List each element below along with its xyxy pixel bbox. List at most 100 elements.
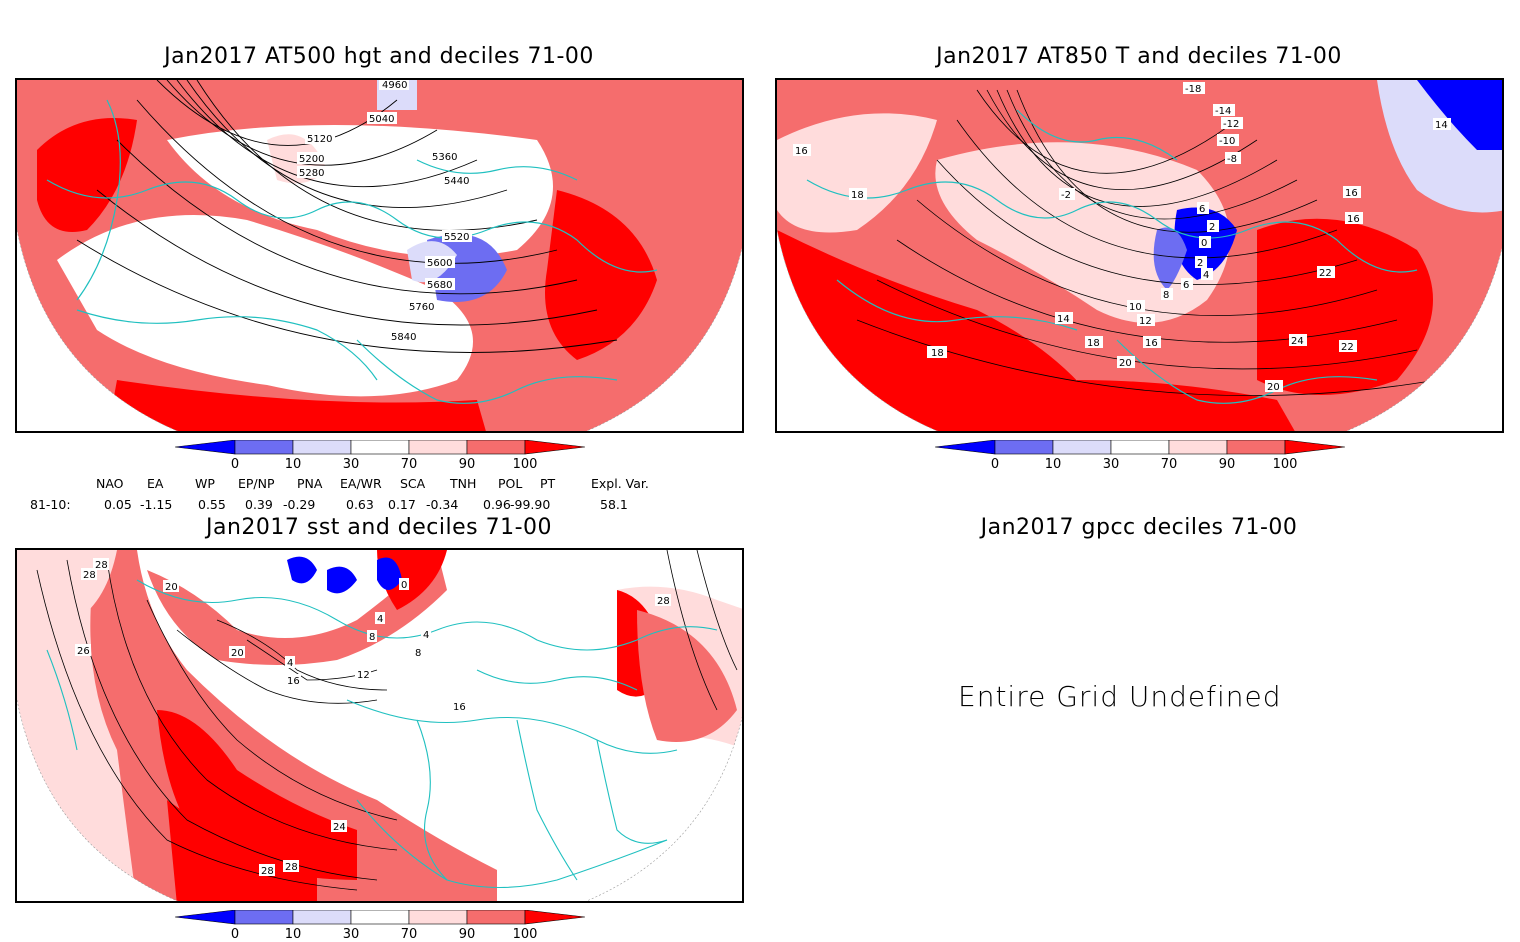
index-header: Expl. Var. <box>591 476 649 491</box>
index-header: WP <box>195 476 215 491</box>
svg-text:5680: 5680 <box>427 280 452 291</box>
contour-label: 18 <box>1085 336 1103 349</box>
index-header: EP/NP <box>238 476 275 491</box>
colorbar-swatch <box>292 439 352 455</box>
svg-text:10: 10 <box>1129 302 1142 313</box>
svg-text:8: 8 <box>1163 290 1169 301</box>
contour-label: -8 <box>1225 152 1241 165</box>
contour-label: 0 <box>399 578 409 591</box>
svg-text:28: 28 <box>657 596 670 607</box>
index-header: POL <box>498 476 523 491</box>
colorbar-swatches <box>174 909 586 925</box>
colorbar-tick-label: 90 <box>458 457 476 472</box>
index-value: -0.34 <box>426 497 459 512</box>
contour-label: 28 <box>81 568 97 581</box>
panel-title-at850: Jan2017 AT850 T and deciles 71-00 <box>936 44 1342 69</box>
contour-label: 0 <box>1199 236 1211 249</box>
indices-table: NAO EA WP EP/NP PNA EA/WR SCA TNH POL PT… <box>0 476 760 516</box>
svg-text:22: 22 <box>1341 342 1354 353</box>
svg-text:5200: 5200 <box>299 154 324 165</box>
svg-text:20: 20 <box>165 582 178 593</box>
index-header: NAO <box>96 476 124 491</box>
svg-text:4: 4 <box>287 658 293 669</box>
contour-label: 6 <box>1197 202 1209 215</box>
panel-title-at500: Jan2017 AT500 hgt and deciles 71-00 <box>164 44 594 69</box>
index-row-label: 81-10: <box>30 497 71 512</box>
svg-text:-8: -8 <box>1227 154 1237 165</box>
contour-label: 28 <box>283 860 299 873</box>
svg-text:0: 0 <box>401 580 407 591</box>
map-at500: 4960 5040 5120 5200 5280 5360 5440 5520 … <box>17 80 742 431</box>
contour-label: 14 <box>1055 312 1073 325</box>
svg-text:6: 6 <box>1199 204 1205 215</box>
contour-label: 4 <box>1201 268 1213 281</box>
colorbar-swatch <box>234 439 294 455</box>
svg-text:16: 16 <box>1145 338 1158 349</box>
colorbar-at500: 0 10 30 70 90 100 <box>174 439 586 472</box>
contour-label: 16 <box>1345 212 1363 225</box>
contour-label: 4 <box>375 612 385 625</box>
contour-label: 5760 <box>407 300 437 313</box>
contour-label: 5040 <box>367 112 397 125</box>
svg-text:5360: 5360 <box>432 152 457 163</box>
svg-text:-12: -12 <box>1223 119 1239 130</box>
colorbar-tick-label: 30 <box>342 927 360 942</box>
colorbar-swatch <box>524 909 586 925</box>
svg-text:18: 18 <box>851 190 864 201</box>
colorbar-swatch <box>408 439 468 455</box>
contour-label: 12 <box>1137 314 1155 327</box>
colorbar-swatch <box>350 909 410 925</box>
svg-text:12: 12 <box>357 670 370 681</box>
svg-text:16: 16 <box>1345 188 1358 199</box>
contour-label: 8 <box>367 630 377 643</box>
contour-label: 16 <box>1143 336 1161 349</box>
index-header: EA/WR <box>340 476 382 491</box>
colorbar-swatch <box>1168 439 1228 455</box>
svg-text:24: 24 <box>1291 336 1304 347</box>
svg-text:6: 6 <box>1183 280 1189 291</box>
index-value: -99.90 <box>510 497 551 512</box>
index-value: -1.15 <box>140 497 173 512</box>
colorbar-tick-label: 90 <box>458 927 476 942</box>
svg-text:5600: 5600 <box>427 258 452 269</box>
svg-text:26: 26 <box>77 646 90 657</box>
contour-label: 16 <box>1343 186 1361 199</box>
svg-text:4960: 4960 <box>382 80 407 91</box>
contour-label: 10 <box>1127 300 1145 313</box>
contour-label: 28 <box>259 864 275 877</box>
colorbar-swatches <box>174 439 586 455</box>
colorbar-swatch <box>934 439 996 455</box>
contour-label: 28 <box>655 594 671 607</box>
svg-text:4: 4 <box>423 630 429 641</box>
svg-text:2: 2 <box>1197 258 1203 269</box>
svg-text:-18: -18 <box>1185 84 1201 95</box>
colorbar-swatch <box>1052 439 1112 455</box>
contour-label: 24 <box>331 820 347 833</box>
colorbar-swatch <box>234 909 294 925</box>
contour-label: 5840 <box>389 330 419 343</box>
colorbar-swatch <box>174 439 236 455</box>
contour-label: 12 <box>355 668 371 681</box>
svg-text:5520: 5520 <box>444 232 469 243</box>
contour-label: 20 <box>1265 380 1283 393</box>
contour-label: 4960 <box>379 80 409 91</box>
svg-text:5040: 5040 <box>369 114 394 125</box>
svg-text:8: 8 <box>415 648 421 659</box>
colorbar-tick-label: 70 <box>1160 457 1178 472</box>
svg-text:8: 8 <box>369 632 375 643</box>
svg-text:5840: 5840 <box>391 332 416 343</box>
contour-label: -18 <box>1183 82 1205 95</box>
svg-text:18: 18 <box>1087 338 1100 349</box>
colorbar-tick-label: 100 <box>512 927 538 942</box>
colorbar-sst: 0 10 30 70 90 100 <box>174 909 586 942</box>
colorbar-swatch <box>466 909 526 925</box>
colorbar-tick-label: 10 <box>284 457 302 472</box>
svg-text:28: 28 <box>83 570 96 581</box>
svg-text:-14: -14 <box>1215 106 1231 117</box>
colorbar-swatch <box>174 909 236 925</box>
index-header: SCA <box>400 476 426 491</box>
index-value: -0.29 <box>283 497 316 512</box>
svg-text:16: 16 <box>287 676 300 687</box>
contour-label: 5440 <box>442 174 472 187</box>
colorbar-swatch <box>1284 439 1346 455</box>
